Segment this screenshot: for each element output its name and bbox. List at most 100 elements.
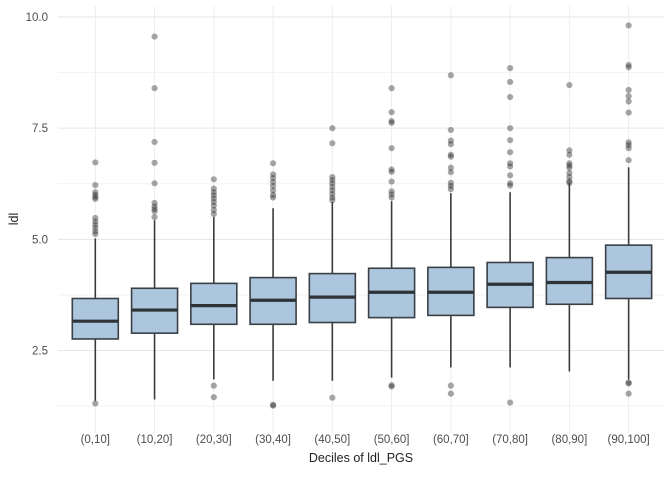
outlier-point	[210, 176, 217, 183]
outlier-point	[151, 180, 158, 187]
outlier-point	[92, 191, 99, 198]
outlier-point	[507, 125, 514, 132]
outlier-point	[92, 230, 99, 238]
outlier-point	[388, 191, 395, 198]
outlier-point	[269, 174, 277, 182]
outlier-point	[210, 210, 217, 218]
x-tick-label: (30,40]	[255, 434, 291, 446]
outlier-point	[566, 81, 573, 89]
y-tick-label: 7.5	[32, 123, 48, 135]
outlier-point	[329, 183, 336, 190]
outlier-point	[507, 180, 514, 187]
outlier-point	[507, 149, 514, 156]
outlier-point	[388, 109, 395, 116]
outlier-point	[447, 137, 454, 144]
outlier-point	[210, 198, 217, 206]
outlier-point	[210, 202, 217, 209]
outlier-point	[566, 160, 573, 167]
y-tick-label: 5.0	[32, 234, 48, 246]
outlier-point	[92, 189, 99, 196]
outlier-point	[625, 61, 632, 69]
outlier-point	[447, 126, 454, 134]
outlier-point	[566, 169, 573, 177]
outlier-point	[388, 85, 395, 92]
y-axis-title: ldl	[7, 212, 21, 226]
outlier-point	[447, 153, 454, 160]
outlier-point	[447, 72, 454, 79]
outlier-point	[388, 119, 395, 126]
outlier-point	[625, 22, 632, 29]
outlier-point	[269, 402, 277, 409]
outlier-point	[329, 177, 336, 184]
outlier-point	[151, 208, 158, 215]
x-tick-label: (80,90]	[551, 434, 587, 446]
x-tick-label: (10,20]	[137, 434, 173, 446]
outlier-point	[566, 162, 573, 169]
outlier-point	[388, 188, 395, 195]
outlier-point	[447, 164, 454, 171]
outlier-point	[269, 178, 277, 186]
outlier-point	[388, 382, 395, 389]
outlier-point	[388, 194, 395, 201]
outlier-point	[151, 33, 158, 40]
outlier-point	[388, 178, 395, 185]
outlier-point	[269, 187, 277, 194]
x-tick-label: (90,100]	[608, 434, 650, 446]
outlier-point	[507, 172, 514, 179]
outlier-point	[92, 218, 99, 225]
outlier-point	[92, 228, 99, 235]
outlier-point	[625, 145, 632, 152]
outlier-point	[625, 157, 632, 164]
outlier-point	[151, 206, 158, 213]
x-tick-label: (60,70]	[433, 434, 469, 446]
outlier-point	[625, 390, 632, 397]
x-tick-label: (0,10]	[81, 434, 110, 446]
outlier-point	[329, 140, 336, 147]
outlier-point	[92, 181, 99, 189]
outlier-point	[92, 214, 99, 222]
outlier-point	[625, 93, 632, 100]
outlier-point	[566, 147, 573, 154]
outlier-point	[566, 177, 573, 185]
outlier-point	[625, 141, 632, 149]
x-tick-label: (40,50]	[314, 434, 350, 446]
outlier-point	[210, 195, 217, 202]
outlier-point	[625, 139, 632, 146]
outlier-point	[92, 159, 99, 166]
outlier-point	[566, 173, 573, 181]
outlier-point	[507, 399, 514, 406]
outlier-point	[507, 65, 514, 72]
outlier-point	[507, 163, 514, 170]
outlier-point	[329, 194, 336, 201]
outlier-point	[210, 394, 217, 401]
outlier-point	[151, 214, 158, 221]
outlier-point	[447, 382, 454, 389]
outlier-point	[269, 182, 277, 190]
outlier-point	[388, 383, 395, 390]
y-tick-label: 2.5	[32, 346, 48, 358]
outlier-point	[625, 64, 632, 71]
outlier-point	[151, 138, 158, 146]
outlier-point	[269, 194, 277, 201]
outlier-point	[507, 182, 514, 189]
outlier-point	[507, 137, 514, 144]
outlier-point	[507, 78, 514, 86]
outlier-point	[92, 224, 99, 231]
x-axis-title: Deciles of ldl_PGS	[308, 451, 414, 465]
outlier-point	[388, 168, 395, 175]
outlier-point	[210, 192, 217, 199]
outlier-point	[269, 171, 277, 178]
outlier-point	[566, 179, 573, 186]
outlier-point	[625, 380, 632, 387]
outlier-point	[269, 401, 277, 408]
y-tick-label: 10.0	[26, 12, 48, 24]
outlier-point	[151, 159, 158, 166]
outlier-point	[329, 125, 336, 132]
outlier-point	[92, 194, 99, 201]
outlier-point	[566, 151, 573, 158]
outlier-point	[269, 160, 277, 167]
outlier-point	[566, 164, 573, 171]
outlier-point	[388, 166, 395, 173]
